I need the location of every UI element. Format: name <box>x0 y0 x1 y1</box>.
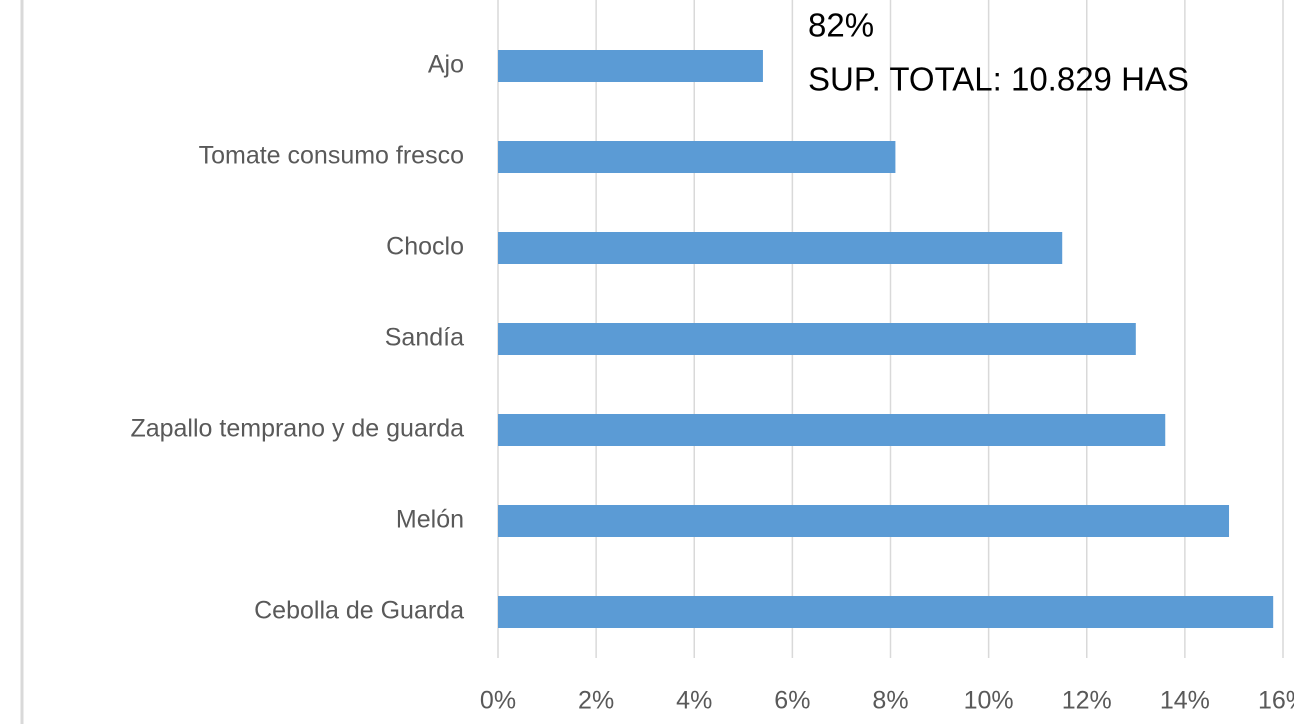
y-tick-label: Ajo <box>428 51 464 79</box>
bar <box>498 50 763 82</box>
x-tick-label: 14% <box>1160 687 1210 715</box>
bar <box>498 323 1136 355</box>
y-tick-label: Tomate consumo fresco <box>199 142 464 170</box>
y-tick-label: Choclo <box>386 233 464 261</box>
x-tick-label: 8% <box>872 687 908 715</box>
y-tick-label: Cebolla de Guarda <box>254 597 464 625</box>
x-tick-label: 4% <box>676 687 712 715</box>
bar <box>498 596 1274 628</box>
y-tick-label: Melón <box>396 506 464 534</box>
x-tick-label: 6% <box>774 687 810 715</box>
bar <box>498 414 1166 446</box>
x-tick-label: 10% <box>964 687 1014 715</box>
x-tick-label: 2% <box>578 687 614 715</box>
x-tick-label: 12% <box>1062 687 1112 715</box>
bar <box>498 505 1230 537</box>
bar <box>498 141 896 173</box>
bar <box>498 232 1063 264</box>
annotation: 82% <box>808 7 874 44</box>
annotation: SUP. TOTAL: 10.829 HAS <box>808 61 1189 98</box>
x-tick-label: 16% <box>1258 687 1294 715</box>
x-tick-label: 0% <box>480 687 516 715</box>
y-tick-label: Zapallo temprano y de guarda <box>130 415 464 443</box>
y-tick-label: Sandía <box>385 324 464 352</box>
